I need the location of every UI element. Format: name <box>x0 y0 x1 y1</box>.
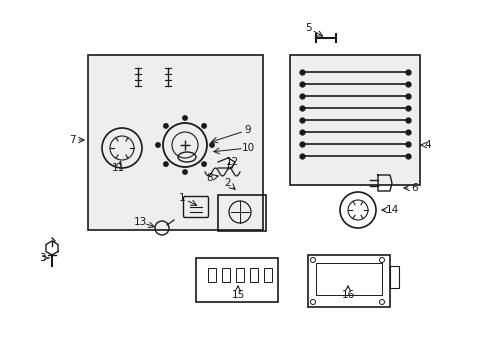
Circle shape <box>183 116 187 120</box>
Circle shape <box>156 143 160 147</box>
Text: 16: 16 <box>341 290 354 300</box>
Text: 15: 15 <box>231 290 244 300</box>
Circle shape <box>202 162 206 166</box>
Text: 9: 9 <box>244 125 251 135</box>
Text: 14: 14 <box>385 205 398 215</box>
Bar <box>307 255 389 307</box>
Text: 8: 8 <box>206 173 213 183</box>
Bar <box>389 266 398 288</box>
Bar <box>222 268 229 282</box>
Text: 7: 7 <box>68 135 75 145</box>
Circle shape <box>202 124 206 128</box>
Text: 1: 1 <box>178 193 185 203</box>
Text: 2: 2 <box>224 178 231 188</box>
Text: 6: 6 <box>411 183 417 193</box>
Bar <box>218 195 265 231</box>
Circle shape <box>163 124 168 128</box>
Text: 13: 13 <box>133 217 146 227</box>
Circle shape <box>183 170 187 174</box>
Text: 12: 12 <box>225 157 238 167</box>
Bar <box>249 268 258 282</box>
Text: 3: 3 <box>39 253 45 263</box>
Text: 4: 4 <box>424 140 430 150</box>
Circle shape <box>209 143 214 147</box>
Text: 10: 10 <box>241 143 254 153</box>
Bar <box>88 55 263 230</box>
Text: 5: 5 <box>304 23 311 33</box>
Circle shape <box>163 162 168 166</box>
Bar <box>289 55 419 185</box>
Bar <box>196 258 278 302</box>
Bar <box>264 268 271 282</box>
Bar <box>236 268 244 282</box>
Text: 11: 11 <box>111 163 124 173</box>
Bar <box>207 268 216 282</box>
Bar <box>315 263 381 295</box>
